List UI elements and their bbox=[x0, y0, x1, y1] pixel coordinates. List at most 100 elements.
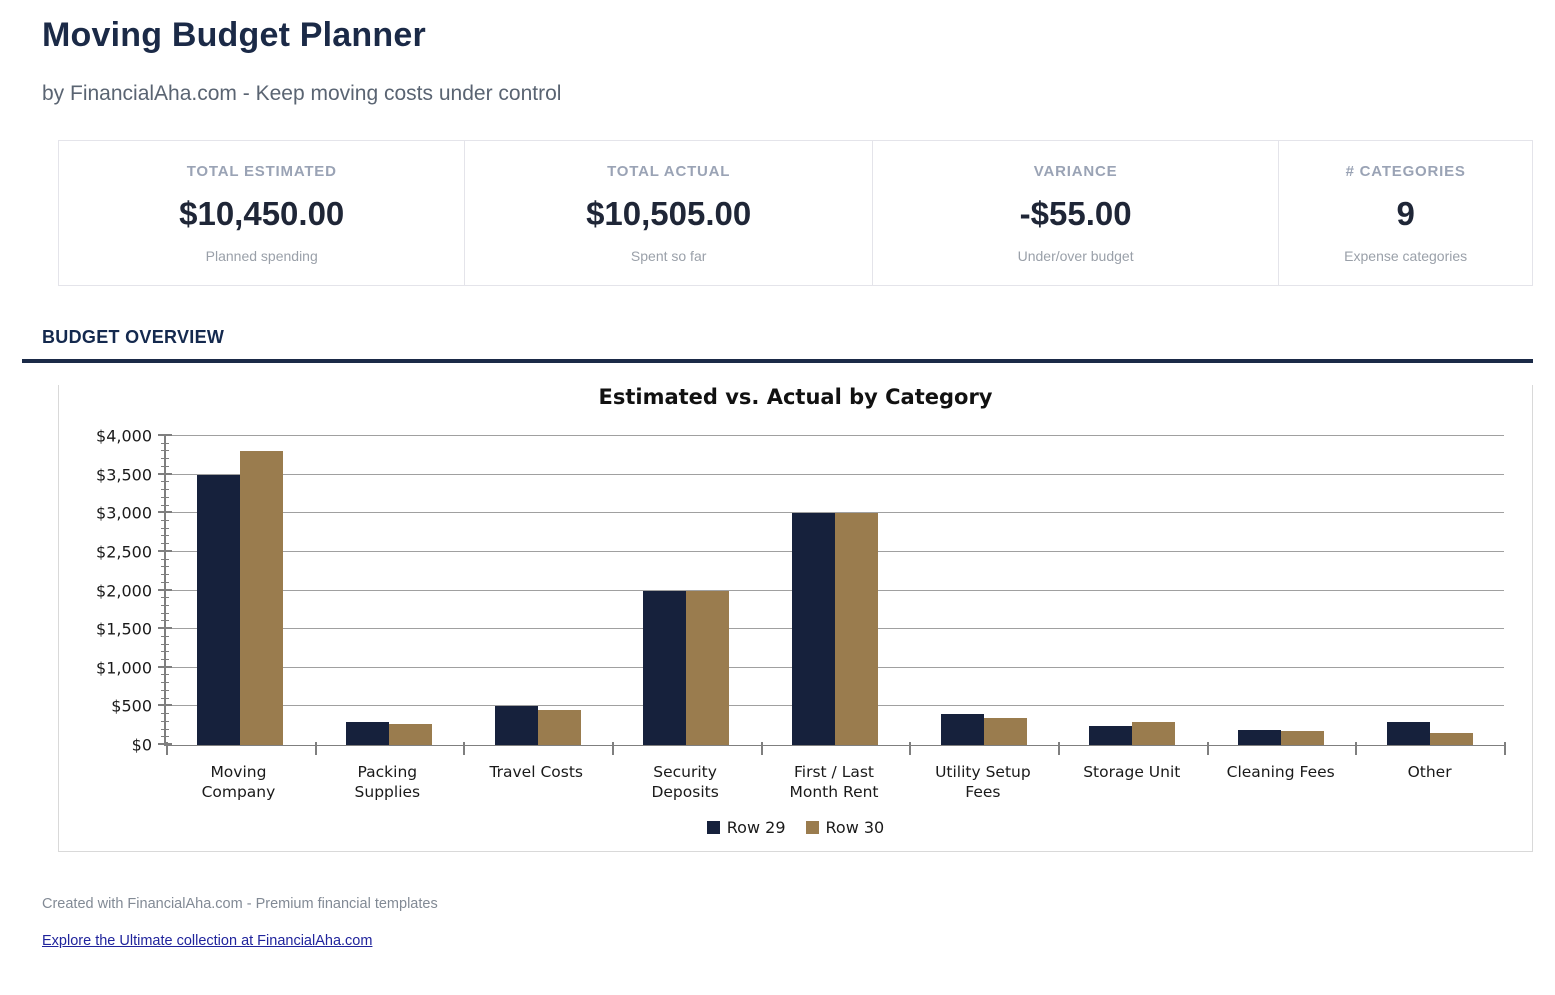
x-axis-category-label: First / Last Month Rent bbox=[789, 763, 879, 802]
bar-group bbox=[1207, 436, 1356, 745]
legend-entry: Row 29 bbox=[706, 818, 786, 837]
stat-label: TOTAL ACTUAL bbox=[607, 162, 731, 180]
x-axis-tick bbox=[463, 742, 466, 755]
bar-row-30 bbox=[983, 717, 1027, 745]
y-axis-tick-label: $2,000 bbox=[96, 581, 152, 600]
x-axis-tick bbox=[314, 742, 317, 755]
y-axis-minor-tick bbox=[161, 581, 169, 583]
y-axis-minor-tick bbox=[161, 489, 169, 491]
y-axis-minor-tick bbox=[161, 458, 169, 460]
y-axis-major-tick bbox=[158, 434, 172, 436]
y-axis-tick-label: $1,500 bbox=[96, 619, 152, 639]
y-axis-minor-tick bbox=[161, 597, 169, 599]
y-axis-tick-label: $4,000 bbox=[96, 426, 152, 446]
bar-row-29 bbox=[1237, 729, 1282, 745]
stat-card-variance: VARIANCE -$55.00 Under/over budget bbox=[873, 141, 1280, 285]
legend-entry: Row 30 bbox=[805, 817, 885, 837]
y-axis-minor-tick bbox=[161, 674, 169, 676]
stat-card-categories: # CATEGORIES 9 Expense categories bbox=[1279, 141, 1532, 285]
bar-row-29 bbox=[345, 721, 389, 745]
y-axis-minor-tick bbox=[161, 465, 169, 467]
gridline bbox=[166, 473, 1504, 475]
y-axis-minor-tick bbox=[161, 535, 169, 537]
y-axis-minor-tick bbox=[161, 643, 169, 645]
stat-sublabel: Under/over budget bbox=[1017, 247, 1134, 264]
bar-row-30 bbox=[537, 710, 581, 745]
bar-group bbox=[909, 436, 1058, 745]
y-axis-minor-tick bbox=[161, 504, 169, 506]
stat-label: VARIANCE bbox=[1033, 162, 1118, 180]
bar-row-29 bbox=[940, 714, 984, 745]
x-axis-tick bbox=[760, 742, 763, 755]
y-axis-minor-tick bbox=[161, 713, 169, 715]
y-axis-major-tick bbox=[158, 743, 172, 745]
footer-credit: Created with FinancialAha.com - Premium … bbox=[42, 895, 438, 912]
gridline bbox=[166, 435, 1504, 436]
bar-group bbox=[612, 436, 761, 745]
y-axis-minor-tick bbox=[161, 635, 169, 637]
x-axis-category-label: Cleaning Fees bbox=[1226, 763, 1335, 781]
stat-card-total-actual: TOTAL ACTUAL $10,505.00 Spent so far bbox=[465, 141, 873, 285]
y-axis-minor-tick bbox=[161, 604, 169, 606]
y-axis-tick-label: $500 bbox=[111, 696, 152, 716]
x-axis-tick bbox=[1355, 742, 1358, 755]
y-axis-major-tick bbox=[158, 549, 172, 552]
stat-sublabel: Planned spending bbox=[205, 247, 318, 264]
page-title: Moving Budget Planner bbox=[42, 16, 426, 54]
stat-card-total-estimated: TOTAL ESTIMATED $10,450.00 Planned spend… bbox=[59, 141, 466, 285]
y-axis-minor-tick bbox=[161, 728, 169, 730]
y-axis-minor-tick bbox=[161, 689, 169, 691]
y-axis-minor-tick bbox=[161, 558, 169, 560]
y-axis-tick-label: $1,000 bbox=[96, 658, 152, 678]
stat-label: # CATEGORIES bbox=[1345, 162, 1466, 180]
y-axis-major-tick bbox=[158, 588, 172, 591]
x-axis-category-label: Security Deposits bbox=[651, 763, 719, 802]
stat-value: 9 bbox=[1396, 194, 1415, 232]
footer-link[interactable]: Explore the Ultimate collection at Finan… bbox=[42, 932, 373, 949]
bar-row-30 bbox=[1429, 733, 1473, 745]
bar-row-29 bbox=[197, 474, 241, 745]
bar-group bbox=[1355, 436, 1504, 745]
y-axis-minor-tick bbox=[161, 519, 169, 521]
x-axis-category-label: Utility Setup Fees bbox=[935, 763, 1031, 802]
stat-value: -$55.00 bbox=[1019, 194, 1132, 232]
y-axis-major-tick bbox=[158, 665, 172, 668]
y-axis-minor-tick bbox=[161, 527, 169, 529]
bar-row-29 bbox=[1386, 721, 1430, 745]
y-axis-minor-tick bbox=[161, 612, 169, 614]
x-axis-tick bbox=[1058, 742, 1060, 755]
y-axis-minor-tick bbox=[161, 659, 169, 661]
chart-container: Estimated vs. Actual by Category $0 $500 $… bbox=[58, 385, 1533, 852]
y-axis-minor-tick bbox=[161, 697, 169, 699]
y-axis-tick-label: $2,500 bbox=[96, 542, 152, 562]
y-axis-tick-label: $0 bbox=[131, 735, 152, 755]
stat-sublabel: Spent so far bbox=[630, 247, 707, 264]
bar-row-29 bbox=[643, 590, 687, 745]
y-axis-major-tick bbox=[158, 704, 172, 707]
y-axis-minor-tick bbox=[161, 496, 169, 498]
x-axis-category-label: Other bbox=[1407, 763, 1452, 781]
chart-legend: Row 29 Row 30 bbox=[59, 818, 1532, 837]
bar-group bbox=[315, 436, 464, 745]
bar-row-30 bbox=[686, 590, 730, 745]
y-axis-tick-label: $3,500 bbox=[96, 465, 152, 485]
y-axis-minor-tick bbox=[161, 720, 169, 722]
y-axis-minor-tick bbox=[161, 651, 169, 653]
x-axis-tick bbox=[1206, 742, 1209, 755]
gridline bbox=[166, 512, 1504, 514]
x-axis-tick bbox=[909, 742, 912, 755]
chart-plot-area: $0 $500 $1,000 $1,500 $2,000 $2,500 $3,000 $3,5… bbox=[96, 427, 1506, 755]
stat-value: $10,450.00 bbox=[179, 194, 345, 232]
legend-swatch-icon bbox=[706, 820, 720, 834]
stat-label: TOTAL ESTIMATED bbox=[186, 162, 337, 180]
y-axis-minor-tick bbox=[161, 736, 169, 738]
legend-label: Row 30 bbox=[825, 817, 885, 837]
x-axis-category-label: Packing Supplies bbox=[354, 763, 421, 802]
legend-swatch-icon bbox=[805, 820, 819, 834]
y-axis-minor-tick bbox=[161, 682, 169, 684]
y-axis-minor-tick bbox=[161, 620, 169, 622]
y-axis-minor-tick bbox=[161, 442, 169, 444]
y-axis-major-tick bbox=[158, 627, 172, 630]
bar-group bbox=[1058, 436, 1207, 745]
bar-row-30 bbox=[1281, 730, 1325, 745]
